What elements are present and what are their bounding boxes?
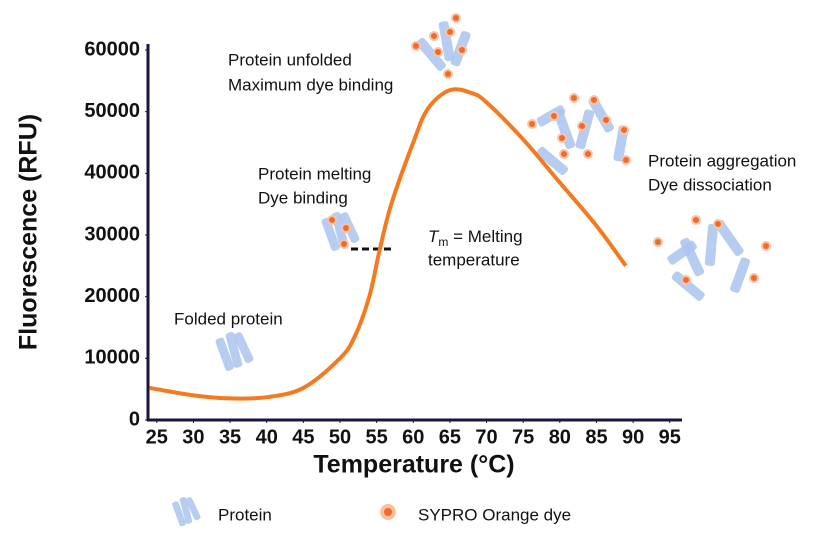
x-tick-label: 35 — [219, 426, 241, 448]
x-tick-label: 25 — [146, 426, 168, 448]
tm-text: = Melting — [448, 227, 522, 246]
y-tick-label: 40000 — [84, 162, 140, 184]
x-tick-label: 30 — [182, 426, 204, 448]
x-tick-label: 70 — [475, 426, 497, 448]
y-tick-label: 50000 — [84, 100, 140, 122]
x-tick-label: 95 — [659, 426, 681, 448]
y-tick-label: 60000 — [84, 38, 140, 60]
legend-label: Protein — [218, 505, 272, 524]
x-tick-label: 40 — [256, 426, 278, 448]
legend-protein-icon — [171, 496, 202, 527]
annotation: Protein unfolded — [228, 50, 352, 69]
x-tick-label: 50 — [329, 426, 351, 448]
tm-symbol: T — [428, 227, 440, 246]
icon-unfolded — [411, 13, 471, 79]
x-tick-label: 90 — [622, 426, 644, 448]
icon-aggregation-1 — [527, 93, 631, 176]
y-tick-label: 10000 — [84, 347, 140, 369]
annotation: Protein melting — [258, 164, 371, 183]
x-tick-label: 60 — [402, 426, 424, 448]
annotation: Dye binding — [258, 188, 348, 207]
annotation: Protein aggregation — [648, 151, 796, 170]
y-tick-label: 20000 — [84, 285, 140, 307]
y-axis-title: Fluorescence (RFU) — [15, 114, 43, 350]
icon-aggregation-2 — [653, 215, 771, 301]
x-tick-label: 75 — [512, 426, 534, 448]
legend-label: SYPRO Orange dye — [418, 505, 571, 524]
x-axis-title: Temperature (°C) — [313, 451, 514, 479]
y-tick-label: 30000 — [84, 223, 140, 245]
icon-melting — [320, 211, 361, 252]
tm-subscript: m — [438, 235, 448, 249]
icon-folded — [214, 331, 255, 372]
x-tick-label: 80 — [549, 426, 571, 448]
annotation: Maximum dye binding — [228, 75, 393, 94]
y-tick-label: 0 — [129, 408, 140, 430]
x-tick-label: 45 — [292, 426, 314, 448]
line-series — [149, 87, 628, 401]
legend-dye-icon — [380, 504, 396, 520]
tm-label: Tm = Melting — [428, 227, 523, 249]
x-tick-label: 65 — [439, 426, 461, 448]
x-tick-label: 85 — [585, 426, 607, 448]
annotation: Folded protein — [174, 309, 283, 328]
annotation: Dye dissociation — [648, 175, 772, 194]
tm-label-line2: temperature — [428, 250, 520, 269]
x-tick-label: 55 — [366, 426, 388, 448]
